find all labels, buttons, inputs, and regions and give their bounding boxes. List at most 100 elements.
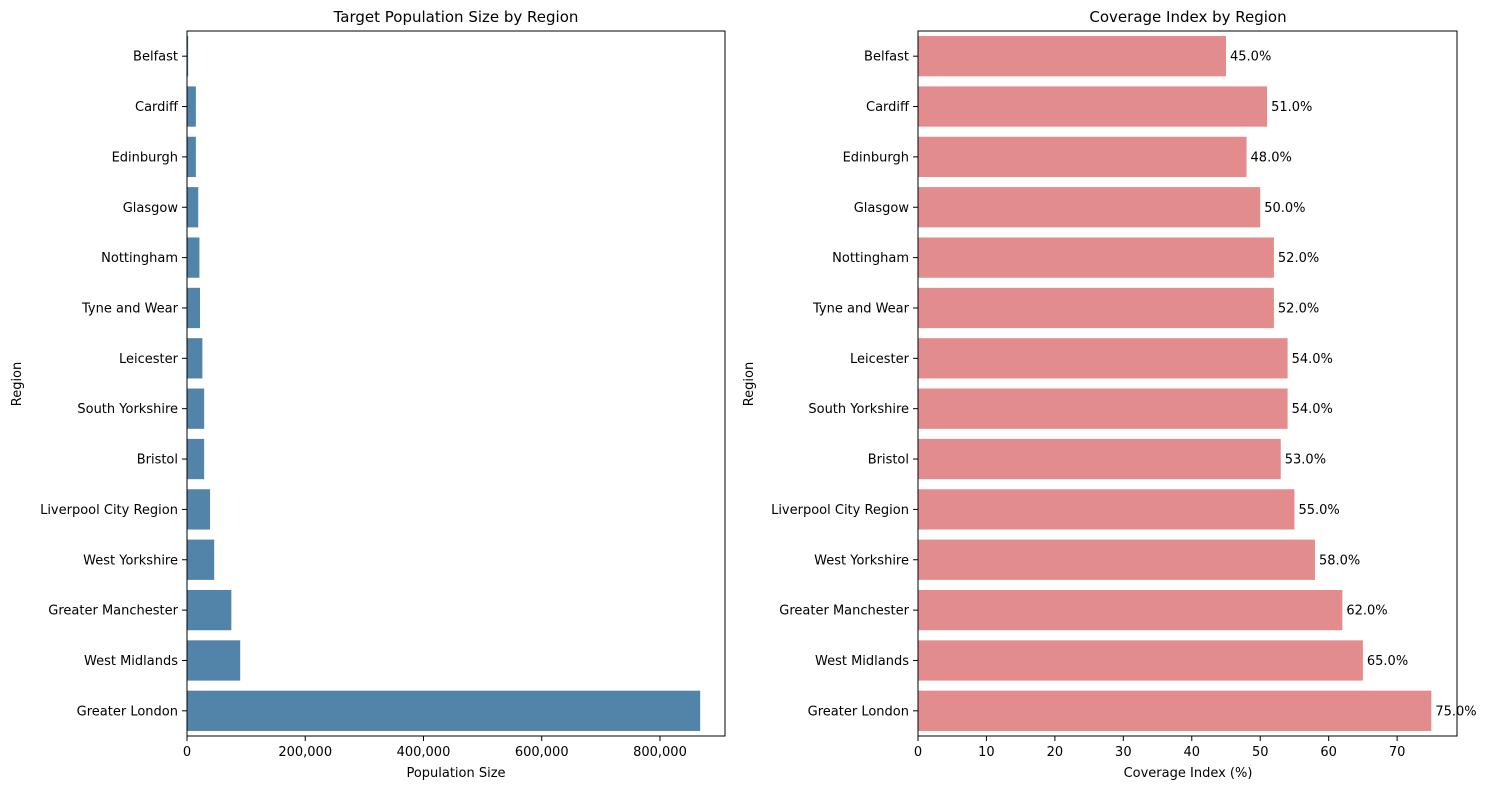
bar bbox=[187, 388, 205, 429]
data-label: 65.0% bbox=[1367, 654, 1408, 669]
data-label: 54.0% bbox=[1292, 352, 1333, 367]
bar bbox=[918, 388, 1288, 429]
plot-frame bbox=[186, 30, 726, 737]
y-ticks: Belfast Cardiff Edinburgh Glasgow Nottingham… bbox=[40, 50, 187, 719]
bar bbox=[918, 36, 1226, 77]
y-tick-label: Bristol bbox=[137, 453, 178, 468]
y-tick-label: West Midlands bbox=[84, 654, 178, 669]
data-label: 75.0% bbox=[1435, 704, 1476, 719]
y-tick-label: Edinburgh bbox=[843, 150, 909, 165]
y-tick-label: Belfast bbox=[133, 50, 178, 65]
bar bbox=[187, 136, 196, 178]
bar bbox=[918, 438, 1281, 480]
bar bbox=[187, 36, 189, 77]
y-tick-label: Glasgow bbox=[854, 201, 910, 216]
x-tick-label: 600,000 bbox=[515, 745, 569, 760]
data-label: 55.0% bbox=[1298, 503, 1339, 518]
y-tick-label: South Yorkshire bbox=[77, 402, 178, 417]
y-tick-label: Edinburgh bbox=[112, 150, 178, 165]
bar bbox=[187, 338, 203, 379]
y-tick-label: Greater Manchester bbox=[48, 604, 178, 619]
bar bbox=[918, 338, 1288, 379]
data-label: 53.0% bbox=[1285, 453, 1326, 468]
bar bbox=[187, 86, 196, 127]
y-ticks: Belfast Cardiff Edinburgh Glasgow Nottingham… bbox=[771, 50, 918, 719]
x-tick-label: 0 bbox=[914, 745, 922, 760]
y-tick-label: Liverpool City Region bbox=[771, 503, 909, 518]
plot-frame bbox=[917, 30, 1458, 737]
bar bbox=[187, 690, 701, 731]
data-label: 45.0% bbox=[1230, 50, 1271, 65]
bar bbox=[918, 287, 1274, 329]
bar bbox=[918, 187, 1261, 228]
data-label: 58.0% bbox=[1319, 553, 1360, 568]
bars bbox=[187, 36, 701, 731]
x-tick-label: 40 bbox=[1184, 745, 1201, 760]
bar bbox=[187, 287, 201, 329]
x-tick-label: 70 bbox=[1389, 745, 1406, 760]
y-tick-label: Liverpool City Region bbox=[40, 503, 178, 518]
y-tick-label: Tyne and Wear bbox=[81, 301, 179, 316]
y-tick-label: Greater Manchester bbox=[779, 604, 909, 619]
data-label: 50.0% bbox=[1264, 201, 1305, 216]
data-label: 48.0% bbox=[1251, 150, 1292, 165]
y-tick-label: Greater London bbox=[77, 704, 178, 719]
y-tick-label: South Yorkshire bbox=[808, 402, 909, 417]
data-label: 62.0% bbox=[1346, 604, 1387, 619]
bar bbox=[918, 589, 1343, 631]
bar bbox=[918, 539, 1315, 580]
x-axis-label: Coverage Index (%) bbox=[1124, 766, 1253, 781]
y-tick-label: Bristol bbox=[868, 453, 909, 468]
y-tick-label: West Midlands bbox=[815, 654, 909, 669]
y-axis-label: Region bbox=[742, 362, 757, 407]
x-tick-label: 10 bbox=[978, 745, 995, 760]
x-ticks: 0 200,000 400,000 600,000 800,000 bbox=[183, 736, 687, 760]
bar bbox=[918, 489, 1295, 530]
chart-title: Target Population Size by Region bbox=[333, 8, 579, 26]
bar bbox=[918, 640, 1363, 681]
x-tick-label: 60 bbox=[1320, 745, 1337, 760]
y-tick-label: West Yorkshire bbox=[83, 553, 178, 568]
y-tick-label: Leicester bbox=[850, 352, 910, 367]
bar bbox=[187, 489, 211, 530]
x-tick-label: 400,000 bbox=[397, 745, 451, 760]
y-tick-label: Glasgow bbox=[123, 201, 179, 216]
bar bbox=[918, 237, 1274, 278]
y-tick-label: West Yorkshire bbox=[814, 553, 909, 568]
y-tick-label: Cardiff bbox=[866, 100, 910, 115]
bar bbox=[187, 438, 205, 480]
bar bbox=[187, 539, 215, 580]
x-tick-label: 20 bbox=[1047, 745, 1064, 760]
x-tick-label: 200,000 bbox=[278, 745, 332, 760]
bars bbox=[918, 36, 1432, 731]
y-tick-label: Nottingham bbox=[832, 251, 909, 266]
bar bbox=[918, 136, 1247, 178]
x-tick-label: 50 bbox=[1252, 745, 1269, 760]
y-tick-label: Nottingham bbox=[101, 251, 178, 266]
data-label: 51.0% bbox=[1271, 100, 1312, 115]
x-tick-label: 30 bbox=[1115, 745, 1132, 760]
y-tick-label: Tyne and Wear bbox=[812, 301, 910, 316]
y-axis-label: Region bbox=[10, 362, 25, 407]
x-tick-label: 0 bbox=[183, 745, 191, 760]
x-ticks: 0 10 20 30 40 50 60 70 bbox=[914, 736, 1406, 760]
y-tick-label: Cardiff bbox=[135, 100, 179, 115]
bar bbox=[187, 237, 200, 278]
bar bbox=[918, 690, 1432, 731]
y-tick-label: Greater London bbox=[808, 704, 909, 719]
bar bbox=[187, 187, 199, 228]
data-labels: 45.0% 51.0% 48.0% 50.0% 52.0% 52.0% 54.0% 54.0%… bbox=[1230, 50, 1477, 720]
chart-title: Coverage Index by Region bbox=[1089, 8, 1286, 26]
x-tick-label: 800,000 bbox=[633, 745, 687, 760]
population-chart: Target Population Size by Region Populat… bbox=[10, 8, 726, 781]
bar bbox=[187, 589, 232, 631]
data-label: 52.0% bbox=[1278, 251, 1319, 266]
data-label: 54.0% bbox=[1292, 402, 1333, 417]
bar bbox=[187, 640, 241, 681]
data-label: 52.0% bbox=[1278, 301, 1319, 316]
y-tick-label: Belfast bbox=[864, 50, 909, 65]
coverage-chart: Coverage Index by Region Coverage Index … bbox=[742, 8, 1477, 781]
y-tick-label: Leicester bbox=[119, 352, 179, 367]
x-axis-label: Population Size bbox=[406, 766, 505, 781]
